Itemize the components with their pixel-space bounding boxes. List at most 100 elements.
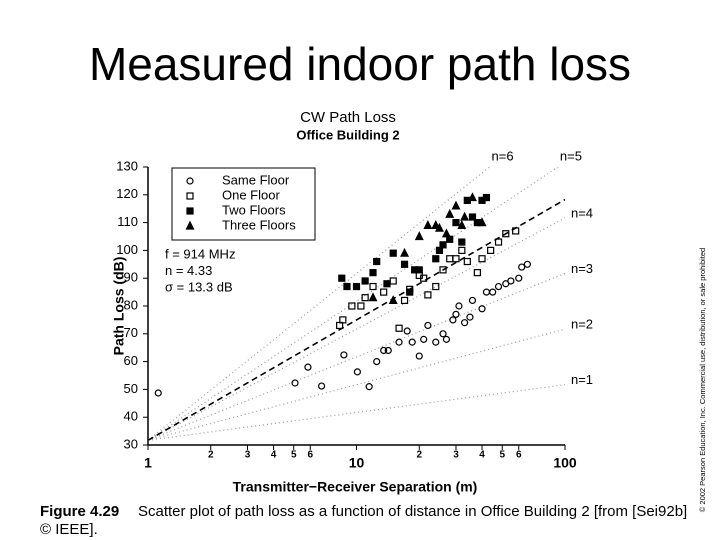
point <box>461 319 469 327</box>
point <box>383 280 391 288</box>
point <box>403 327 411 335</box>
point <box>414 231 424 241</box>
annotation: f = 914 MHz <box>165 246 235 261</box>
point <box>518 263 526 271</box>
point <box>395 338 403 346</box>
reference-line <box>148 384 565 441</box>
point <box>408 338 416 346</box>
point <box>361 277 369 285</box>
x-tick-label: 2 <box>208 450 214 461</box>
point <box>452 219 460 227</box>
x-tick-label: 10 <box>349 455 365 471</box>
point <box>365 383 373 391</box>
point <box>512 227 520 235</box>
caption-end: © IEEE]. <box>40 521 98 538</box>
point <box>439 330 447 338</box>
x-tick-label: 5 <box>499 450 505 461</box>
x-tick-label: 1 <box>144 455 152 471</box>
point <box>431 220 441 229</box>
point <box>434 222 444 232</box>
point <box>368 292 378 302</box>
y-tick-label: 90 <box>124 270 138 285</box>
point <box>361 294 369 302</box>
point <box>369 269 377 277</box>
reference-line <box>148 272 565 441</box>
point <box>338 274 346 282</box>
point <box>420 274 428 282</box>
point <box>441 228 451 238</box>
x-tick-label: 6 <box>307 450 313 461</box>
point <box>458 246 466 254</box>
legend-symbol <box>186 192 194 200</box>
line-label: n=4 <box>571 205 593 220</box>
point <box>380 346 388 355</box>
point <box>455 302 463 310</box>
legend-symbol <box>186 177 194 185</box>
annotation: n = 4.33 <box>165 263 212 278</box>
x-tick-label: 100 <box>553 455 577 471</box>
reference-line <box>148 328 565 441</box>
point <box>339 316 347 324</box>
point <box>373 257 381 266</box>
point <box>463 257 471 266</box>
legend-label: Two Floors <box>222 202 286 217</box>
point <box>451 200 461 210</box>
x-tick-label: 4 <box>479 450 485 461</box>
point <box>439 241 447 249</box>
point <box>458 238 466 246</box>
annotation: σ = 13.3 dB <box>165 279 233 294</box>
y-tick-label: 30 <box>124 436 138 451</box>
legend-label: Three Floors <box>222 217 296 232</box>
point <box>317 382 326 390</box>
point <box>478 255 486 263</box>
point <box>304 363 312 371</box>
point <box>494 282 503 291</box>
x-tick-label: 6 <box>516 450 522 461</box>
plot-area <box>148 167 565 441</box>
point <box>452 255 460 263</box>
legend-symbol <box>185 220 195 230</box>
line-label: n=2 <box>571 317 593 332</box>
point <box>445 208 455 218</box>
point <box>460 211 470 221</box>
point <box>473 269 481 277</box>
y-tick-label: 100 <box>116 242 138 257</box>
legend-label: One Floor <box>222 187 280 202</box>
x-axis-label: Transmitter−Receiver Separation (m) <box>233 479 478 495</box>
chart-subtitle: Office Building 2 <box>296 127 399 142</box>
point <box>400 260 409 268</box>
point <box>343 282 351 291</box>
point <box>466 313 474 321</box>
y-tick-label: 60 <box>124 353 138 368</box>
point <box>468 296 477 305</box>
point <box>515 274 523 282</box>
x-tick-label: 5 <box>291 450 297 461</box>
point <box>388 295 398 305</box>
point <box>446 255 454 263</box>
y-tick-label: 40 <box>124 409 138 424</box>
point <box>442 335 451 343</box>
point <box>400 296 409 305</box>
y-tick-label: 120 <box>116 186 138 201</box>
y-tick-label: 70 <box>124 325 138 340</box>
point <box>400 247 410 257</box>
point <box>487 246 495 254</box>
reference-line <box>148 217 565 441</box>
legend-symbol <box>186 207 194 215</box>
line-label: n=5 <box>560 148 582 163</box>
point <box>523 260 531 268</box>
x-tick-label: 3 <box>245 450 251 461</box>
point <box>357 302 365 310</box>
line-label: n=1 <box>571 372 593 387</box>
point <box>432 255 440 263</box>
caption: Scatter plot of path loss as a function … <box>138 503 687 520</box>
figure-number: Figure 4.29 <box>40 503 119 520</box>
point <box>384 346 392 355</box>
y-tick-label: 130 <box>116 158 138 173</box>
point <box>389 277 397 285</box>
legend-box <box>171 167 316 241</box>
point <box>468 192 477 202</box>
point <box>494 238 503 246</box>
y-tick-label: 50 <box>124 381 138 396</box>
point <box>380 288 388 296</box>
